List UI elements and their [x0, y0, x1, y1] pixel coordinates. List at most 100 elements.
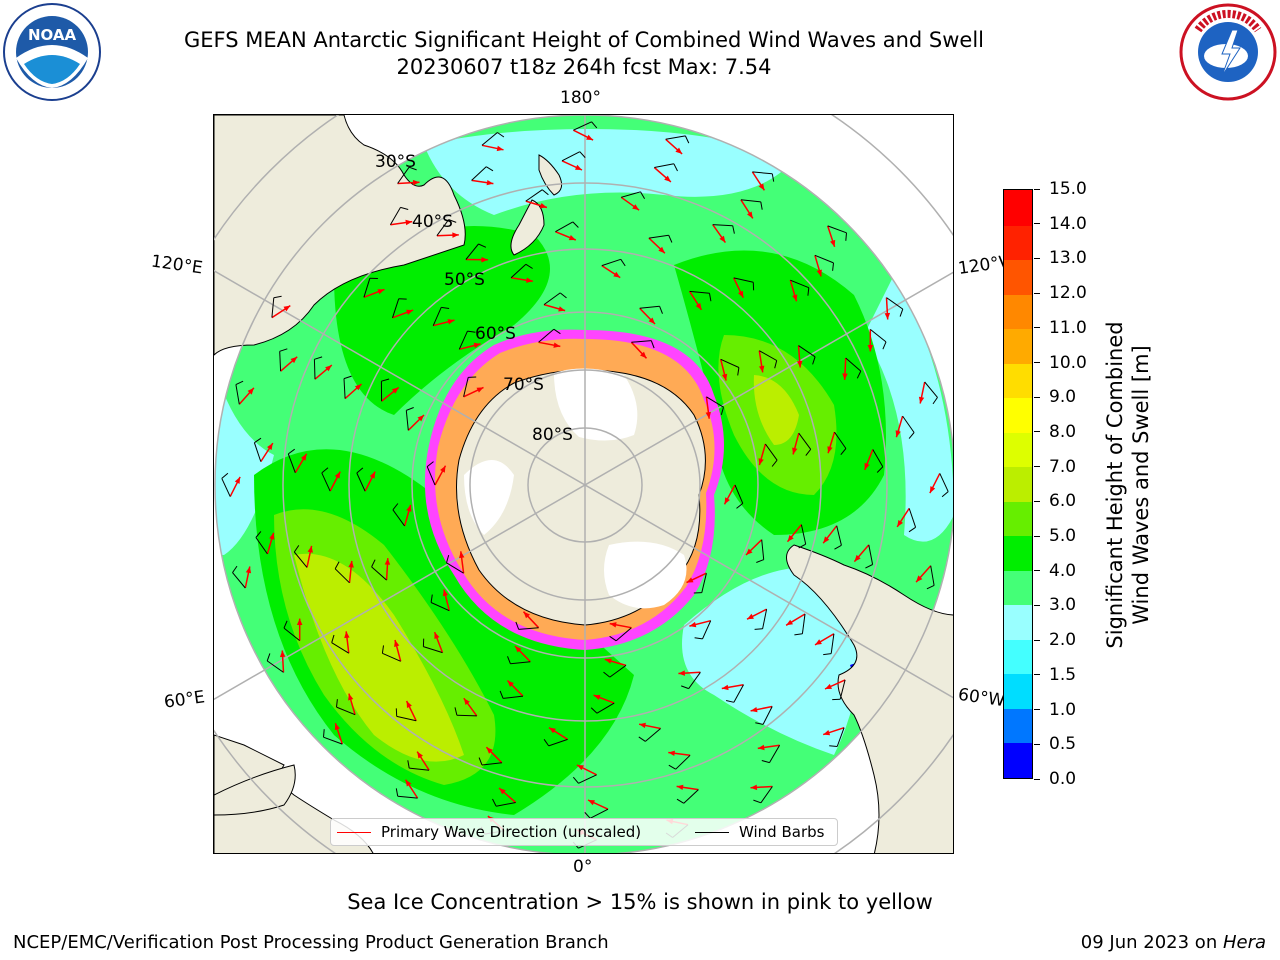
- wave-arrow-head: [417, 415, 424, 422]
- wind-barb-flag: [834, 544, 842, 550]
- wind-barb: [609, 664, 627, 678]
- wind-barb-flag: [525, 263, 533, 269]
- wind-barb: [481, 132, 498, 146]
- wind-barb: [798, 345, 816, 358]
- wave-arrow-head: [721, 684, 729, 691]
- wind-barb-flag: [356, 467, 364, 474]
- wave-arrow-head: [588, 800, 595, 806]
- wave-arrow-head: [307, 545, 313, 553]
- wave-arrow-head: [758, 183, 765, 191]
- wind-barb-flag: [254, 437, 262, 444]
- wind-barb-flag: [232, 565, 238, 573]
- wind-barb-flag: [279, 348, 288, 352]
- colorbar-segment: [1004, 363, 1032, 399]
- wind-barb: [232, 572, 246, 589]
- colorbar-segment: [1004, 259, 1032, 295]
- colorbar-tick-label: 15.0: [1034, 179, 1087, 199]
- wind-barb: [830, 633, 835, 654]
- svg-text:NOAA: NOAA: [28, 26, 77, 44]
- wave-arrow-head: [792, 447, 798, 455]
- wind-barb: [555, 221, 574, 233]
- colorbar-segment: [1004, 535, 1032, 571]
- wave-arrow-head: [758, 458, 764, 466]
- wind-barb: [706, 396, 724, 408]
- colorbar-tick-mark: [1034, 570, 1040, 572]
- wind-barb: [271, 297, 275, 318]
- wind-barb-flag: [430, 594, 433, 603]
- colorbar-tick-mark: [1034, 535, 1040, 537]
- wave-arrow-head: [245, 566, 252, 574]
- wind-barb: [371, 566, 387, 581]
- wave-arrow-head: [686, 577, 694, 583]
- wind-barb-flag: [559, 292, 567, 299]
- colorbar-label: Significant Height of Combined Wind Wave…: [1102, 321, 1154, 648]
- wind-barb: [331, 642, 350, 654]
- wave-arrow-head: [854, 554, 861, 562]
- wind-barb: [596, 702, 615, 714]
- wind-barb-flag: [572, 776, 579, 784]
- wave-arrow-head: [895, 430, 901, 438]
- colorbar-segment: [1004, 708, 1032, 744]
- wind-barb: [631, 340, 652, 343]
- wave-arrow-head: [283, 305, 291, 312]
- wave-arrow-head: [434, 632, 440, 639]
- colorbar-tick-label: 10.0: [1034, 353, 1087, 373]
- lon-label-180: 180°: [560, 88, 601, 108]
- colorbar-segment: [1004, 294, 1032, 330]
- colorbar-tick-label: 1.5: [1034, 665, 1076, 685]
- colorbar-segment: [1004, 224, 1032, 261]
- wind-barb: [689, 290, 710, 294]
- wave-arrow-head: [447, 319, 455, 325]
- wind-barb: [397, 795, 418, 799]
- wind-barb: [396, 715, 417, 722]
- colorbar-tick-mark: [1034, 466, 1040, 468]
- wind-barb-flag: [755, 722, 764, 725]
- wind-barb: [334, 568, 350, 584]
- wave-arrow-head: [459, 551, 465, 559]
- wave-arrow-head: [830, 239, 836, 247]
- wave-arrow-head: [412, 179, 420, 186]
- wave-arrow-head: [823, 730, 831, 736]
- wind-barb-flag: [684, 135, 690, 144]
- colorbar-tick-label: 1.0: [1034, 700, 1076, 720]
- wave-arrow-head: [797, 360, 803, 368]
- wind-barb: [423, 646, 443, 654]
- wind-barb: [683, 789, 699, 804]
- wave-arrow-head: [417, 751, 423, 759]
- land-australia: [214, 115, 466, 356]
- wind-barb: [458, 330, 468, 350]
- wind-barb-flag: [293, 545, 300, 553]
- wind-barb-flag: [371, 559, 376, 568]
- wind-barb-flag: [856, 370, 862, 379]
- wind-barb-flag: [650, 340, 655, 349]
- colorbar-tick-mark: [1034, 639, 1040, 641]
- wind-barb: [800, 524, 807, 545]
- wave-arrow-head: [452, 232, 459, 238]
- wave-arrow-head: [267, 443, 273, 450]
- colorbar-tick-mark: [1034, 188, 1040, 190]
- wind-barb: [924, 381, 938, 398]
- wind-barb-flag: [736, 503, 744, 509]
- wind-barb: [845, 357, 862, 372]
- wave-arrow-head: [719, 235, 726, 243]
- wind-barb-flag: [553, 328, 561, 335]
- colorbar-segment: [1004, 466, 1032, 502]
- wind-barb: [814, 254, 834, 264]
- colorbar-segment: [1004, 432, 1032, 468]
- wind-barb-flag: [832, 262, 834, 271]
- wind-barb-flag: [591, 121, 598, 129]
- colorbar-tick-label: 4.0: [1034, 561, 1076, 581]
- wave-arrow-head: [553, 342, 561, 348]
- wind-barb: [665, 135, 686, 140]
- lon-label-0: 0°: [573, 857, 593, 877]
- colorbar-tick-mark: [1034, 743, 1040, 745]
- wind-barb: [287, 453, 296, 473]
- wave-arrow-head: [496, 145, 504, 152]
- footer-date-text: 09 Jun 2023 on: [1080, 932, 1223, 953]
- colorbar-tick-mark: [1034, 327, 1040, 329]
- wave-arrow-head: [825, 683, 832, 689]
- wind-barb: [654, 163, 674, 168]
- wind-barb-flag: [603, 671, 611, 678]
- legend-label-wave: Primary Wave Direction (unscaled): [381, 823, 642, 841]
- colorbar-tick-label: 14.0: [1034, 214, 1087, 234]
